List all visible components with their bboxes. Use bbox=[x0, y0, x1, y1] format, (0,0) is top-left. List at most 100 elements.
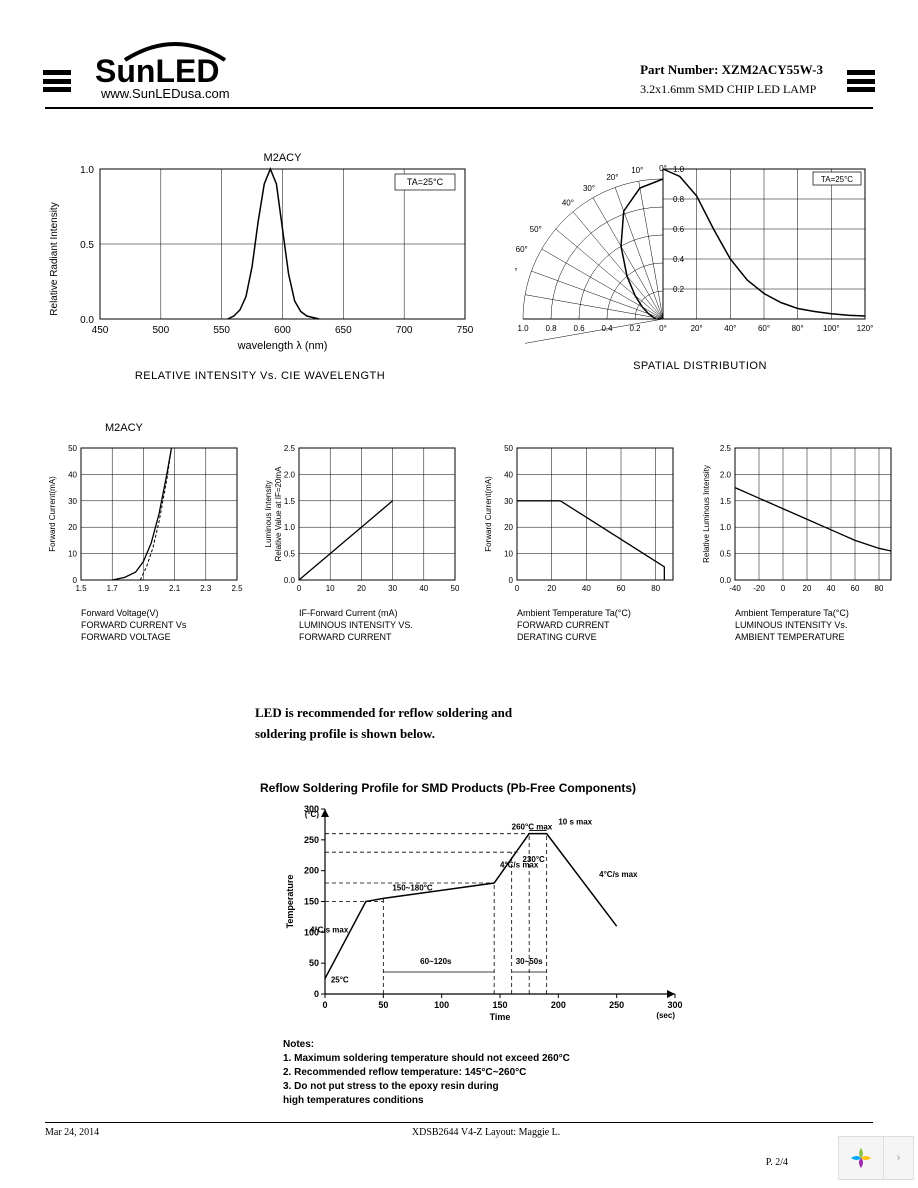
caption: LUMINOUS INTENSITY VS. bbox=[299, 620, 413, 630]
caption: FORWARD CURRENT Vs bbox=[81, 620, 186, 630]
xlabel: Ambient Temperature Ta(°C) bbox=[517, 608, 631, 618]
chart-forward-iv: 1.51.71.92.12.32.501020304050Forward Cur… bbox=[45, 440, 245, 643]
svg-text:25°C: 25°C bbox=[331, 976, 349, 985]
svg-text:Temperature: Temperature bbox=[285, 875, 295, 929]
svg-text:60°: 60° bbox=[758, 324, 770, 333]
svg-text:0.4: 0.4 bbox=[673, 255, 685, 264]
svg-text:0.0: 0.0 bbox=[80, 315, 94, 326]
notes-title: Notes: bbox=[283, 1038, 873, 1052]
nav-widget[interactable]: › bbox=[838, 1136, 914, 1180]
svg-text:0: 0 bbox=[509, 576, 514, 585]
caption: FORWARD CURRENT bbox=[517, 620, 610, 630]
reflow-intro: LED is recommended for reflow soldering … bbox=[255, 703, 873, 745]
chart-spatial-distribution: 0°20°40°60°80°100°120°1.00.80.60.40.21.0… bbox=[515, 149, 885, 372]
svg-text:40°: 40° bbox=[562, 199, 574, 208]
svg-text:0.5: 0.5 bbox=[80, 240, 94, 251]
xlabel: Ambient Temperature Ta(°C) bbox=[735, 608, 849, 618]
reflow-title: Reflow Soldering Profile for SMD Product… bbox=[260, 781, 873, 795]
svg-text:SunLED: SunLED bbox=[95, 53, 219, 88]
svg-text:150~180°C: 150~180°C bbox=[392, 883, 433, 892]
svg-text:0.6: 0.6 bbox=[673, 225, 685, 234]
svg-text:1.0: 1.0 bbox=[517, 324, 529, 333]
svg-text:150: 150 bbox=[304, 897, 319, 907]
svg-text:250: 250 bbox=[304, 835, 319, 845]
svg-text:0.4: 0.4 bbox=[601, 324, 613, 333]
svg-text:20°: 20° bbox=[691, 324, 703, 333]
page-footer: Mar 24, 2014 XDSB2644 V4-Z Layout: Maggi… bbox=[45, 1122, 873, 1138]
svg-text:1.0: 1.0 bbox=[284, 523, 296, 532]
note-1: 1. Maximum soldering temperature should … bbox=[283, 1052, 873, 1066]
page-number: P. 2/4 bbox=[766, 1157, 788, 1168]
svg-text:TA=25°C: TA=25°C bbox=[407, 177, 444, 187]
svg-text:230°C: 230°C bbox=[523, 855, 546, 864]
header-part-info: Part Number: XZM2ACY55W-3 3.2x1.6mm SMD … bbox=[640, 62, 823, 97]
chart-luminous-if: 010203040500.00.51.01.52.02.5Luminous In… bbox=[263, 440, 463, 643]
svg-text:200: 200 bbox=[551, 1000, 566, 1010]
svg-text:300: 300 bbox=[667, 1000, 682, 1010]
next-arrow-icon[interactable]: › bbox=[883, 1136, 913, 1180]
svg-text:10 s max: 10 s max bbox=[558, 817, 592, 826]
note-3: 3. Do not put stress to the epoxy resin … bbox=[283, 1080, 873, 1094]
svg-text:50: 50 bbox=[451, 584, 460, 593]
svg-text:40: 40 bbox=[419, 584, 428, 593]
svg-text:40: 40 bbox=[582, 584, 591, 593]
svg-text:1.5: 1.5 bbox=[75, 584, 87, 593]
svg-text:0.2: 0.2 bbox=[673, 285, 685, 294]
svg-text:60~120s: 60~120s bbox=[420, 957, 452, 966]
svg-text:80: 80 bbox=[875, 584, 884, 593]
logo: SunLED www.SunLEDusa.com bbox=[95, 40, 255, 101]
svg-text:0: 0 bbox=[297, 584, 302, 593]
svg-text:60: 60 bbox=[617, 584, 626, 593]
svg-text:80°: 80° bbox=[792, 324, 804, 333]
svg-text:100: 100 bbox=[434, 1000, 449, 1010]
xlabel: IF-Forward Current (mA) bbox=[299, 608, 398, 618]
chart-caption: SPATIAL DISTRIBUTION bbox=[515, 360, 885, 372]
svg-text:0.6: 0.6 bbox=[573, 324, 585, 333]
svg-text:200: 200 bbox=[304, 866, 319, 876]
svg-text:0: 0 bbox=[314, 989, 319, 999]
footer-doc: XDSB2644 V4-Z Layout: Maggie L. bbox=[412, 1127, 560, 1138]
svg-text:10: 10 bbox=[326, 584, 335, 593]
svg-text:TA=25°C: TA=25°C bbox=[821, 175, 853, 184]
footer-date: Mar 24, 2014 bbox=[45, 1127, 99, 1138]
svg-text:1.0: 1.0 bbox=[80, 165, 94, 176]
note-3b: high temperatures conditions bbox=[283, 1094, 873, 1108]
svg-text:50: 50 bbox=[378, 1000, 388, 1010]
svg-text:Relative Radiant Intensity: Relative Radiant Intensity bbox=[49, 202, 60, 315]
chart-derating: 02040608001020304050Forward Current(mA) … bbox=[481, 440, 681, 643]
svg-text:2.0: 2.0 bbox=[720, 470, 732, 479]
reflow-notes: Notes: 1. Maximum soldering temperature … bbox=[283, 1038, 873, 1108]
svg-text:30: 30 bbox=[68, 497, 77, 506]
svg-text:40: 40 bbox=[827, 584, 836, 593]
chart-luminous-temp: -40-200204060800.00.51.01.52.02.5Relativ… bbox=[699, 440, 899, 643]
svg-text:70°: 70° bbox=[515, 267, 517, 276]
caption: FORWARD CURRENT bbox=[299, 632, 392, 642]
series-label: M2ACY bbox=[105, 422, 873, 434]
svg-text:0: 0 bbox=[781, 584, 786, 593]
svg-text:10°: 10° bbox=[631, 166, 643, 175]
svg-text:750: 750 bbox=[457, 325, 474, 336]
svg-text:0.5: 0.5 bbox=[284, 550, 296, 559]
xlabel: Forward Voltage(V) bbox=[81, 608, 159, 618]
svg-text:-40: -40 bbox=[729, 584, 741, 593]
svg-text:0.8: 0.8 bbox=[545, 324, 557, 333]
svg-text:100°: 100° bbox=[823, 324, 840, 333]
note-2: 2. Recommended reflow temperature: 145°C… bbox=[283, 1066, 873, 1080]
svg-text:30°: 30° bbox=[583, 184, 595, 193]
reflow-text-1: LED is recommended for reflow soldering … bbox=[255, 703, 873, 724]
app-icon[interactable] bbox=[839, 1136, 883, 1180]
svg-text:60: 60 bbox=[851, 584, 860, 593]
svg-text:550: 550 bbox=[213, 325, 230, 336]
svg-text:50: 50 bbox=[504, 444, 513, 453]
svg-text:2.5: 2.5 bbox=[720, 444, 732, 453]
svg-text:20: 20 bbox=[68, 523, 77, 532]
svg-text:0: 0 bbox=[73, 576, 78, 585]
svg-text:1.9: 1.9 bbox=[138, 584, 150, 593]
svg-text:250: 250 bbox=[609, 1000, 624, 1010]
svg-text:2.5: 2.5 bbox=[231, 584, 243, 593]
svg-text:80: 80 bbox=[651, 584, 660, 593]
svg-text:10: 10 bbox=[504, 550, 513, 559]
svg-text:Time: Time bbox=[490, 1012, 511, 1022]
svg-text:0.8: 0.8 bbox=[673, 195, 685, 204]
svg-text:4°C/s max: 4°C/s max bbox=[599, 870, 638, 879]
